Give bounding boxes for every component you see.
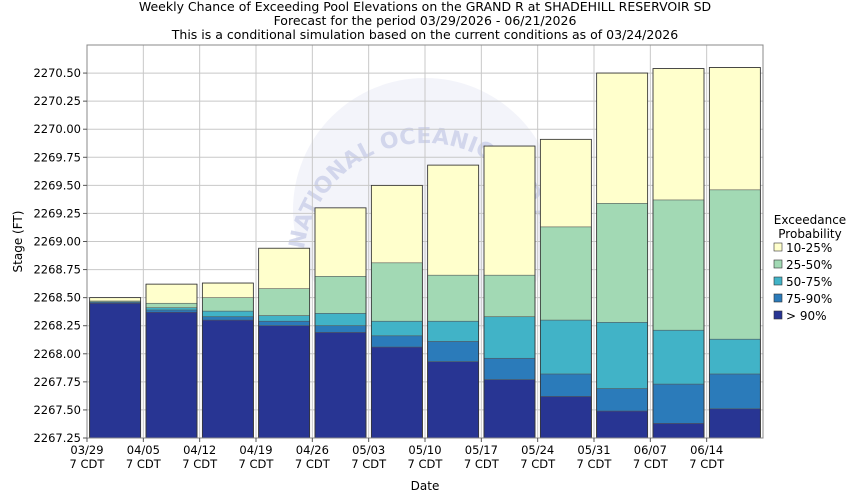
x-tick-label: 04/19 — [239, 443, 272, 457]
stacked-bar — [596, 72, 649, 439]
segment-gt-90 — [145, 311, 198, 439]
y-tick-label: 2269.00 — [33, 235, 81, 249]
x-tick-label: 05/31 — [577, 443, 610, 457]
y-tick-label: 2270.50 — [33, 66, 81, 80]
segment-gt-90 — [483, 379, 536, 439]
legend-swatch — [773, 242, 783, 252]
segment-gt-90 — [427, 361, 479, 439]
segment-gt-90 — [314, 332, 367, 439]
x-tick-sublabel: 7 CDT — [408, 457, 444, 471]
y-axis-title: Stage (FT) — [11, 211, 25, 273]
segment-gt-90 — [202, 319, 254, 439]
stacked-bar — [427, 164, 480, 439]
stacked-bar — [539, 138, 592, 439]
legend-title: Probability — [778, 227, 841, 241]
x-tick-label: 05/24 — [521, 443, 554, 457]
legend-label: 50-75% — [786, 275, 832, 289]
bars-layer — [86, 45, 764, 439]
y-tick-label: 2270.25 — [33, 94, 81, 108]
stacked-bar — [483, 145, 536, 439]
y-tick-label: 2270.00 — [33, 122, 81, 136]
x-tick-label: 06/07 — [634, 443, 667, 457]
x-tick-sublabel: 7 CDT — [464, 457, 500, 471]
y-tick-label: 2269.75 — [33, 150, 81, 164]
stacked-bar — [314, 207, 367, 439]
legend-label: 10-25% — [786, 241, 832, 255]
x-tick-sublabel: 7 CDT — [633, 457, 669, 471]
x-tick-sublabel: 7 CDT — [70, 457, 106, 471]
segment-gt-90 — [540, 396, 592, 439]
y-tick-label: 2267.50 — [33, 403, 81, 417]
x-axis-title: Date — [411, 479, 440, 493]
stacked-bar — [370, 184, 423, 439]
x-tick-label: 05/10 — [408, 443, 441, 457]
stacked-bar — [708, 67, 761, 439]
y-tick-label: 2269.50 — [33, 178, 81, 192]
y-tick-label: 2268.75 — [33, 263, 81, 277]
segment-gt-90 — [596, 410, 648, 439]
legend-label: > 90% — [786, 309, 827, 323]
segment-gt-90 — [709, 408, 761, 439]
x-tick-sublabel: 7 CDT — [182, 457, 218, 471]
axes-layer: 2267.25 2267.50 2267.75 2268.00 2268.25 2268.… — [11, 44, 764, 493]
legend-swatch — [773, 293, 783, 303]
chart-subtitle-period: Forecast for the period 03/29/2026 - 06/… — [273, 13, 577, 28]
x-tick-sublabel: 7 CDT — [520, 457, 556, 471]
x-tick-label: 06/14 — [690, 443, 723, 457]
x-tick-sublabel: 7 CDT — [577, 457, 613, 471]
x-tick-label: 04/05 — [127, 443, 160, 457]
segment-gt-90 — [371, 346, 423, 439]
x-tick-sublabel: 7 CDT — [351, 457, 387, 471]
x-tick-label: 05/03 — [352, 443, 385, 457]
stacked-bar — [652, 68, 705, 439]
x-tick-sublabel: 7 CDT — [239, 457, 275, 471]
stacked-bar — [145, 283, 198, 439]
x-tick-sublabel: 7 CDT — [126, 457, 162, 471]
x-tick-label: 05/17 — [465, 443, 498, 457]
stacked-bar — [89, 297, 142, 439]
legend-title: Exceedance — [774, 213, 846, 227]
segment-gt-90 — [89, 302, 141, 439]
y-tick-label: 2268.25 — [33, 319, 81, 333]
segment-gt-90 — [652, 423, 705, 439]
x-tick-label: 04/12 — [183, 443, 216, 457]
chart-title: Weekly Chance of Exceeding Pool Elevatio… — [138, 0, 712, 14]
x-tick-sublabel: 7 CDT — [689, 457, 725, 471]
y-tick-label: 2268.00 — [33, 347, 81, 361]
stacked-bar — [258, 247, 311, 439]
x-tick-label: 04/26 — [296, 443, 329, 457]
y-tick-label: 2267.25 — [33, 431, 81, 445]
y-tick-label: 2268.50 — [33, 291, 81, 305]
chart-subtitle-conditions: This is a conditional simulation based o… — [171, 27, 679, 42]
legend-label: 75-90% — [786, 292, 832, 306]
stacked-bar — [201, 282, 254, 439]
segment-gt-90 — [258, 325, 310, 439]
y-tick-label: 2267.75 — [33, 375, 81, 389]
legend-label: 25-50% — [786, 258, 832, 272]
legend-swatch — [773, 310, 783, 320]
y-tick-label: 2269.25 — [33, 206, 81, 220]
chart-titles: Weekly Chance of Exceeding Pool Elevatio… — [0, 0, 850, 42]
x-tick-sublabel: 7 CDT — [295, 457, 331, 471]
legend-swatch — [773, 259, 783, 269]
x-tick-label: 03/29 — [70, 443, 103, 457]
legend-swatch — [773, 276, 783, 286]
